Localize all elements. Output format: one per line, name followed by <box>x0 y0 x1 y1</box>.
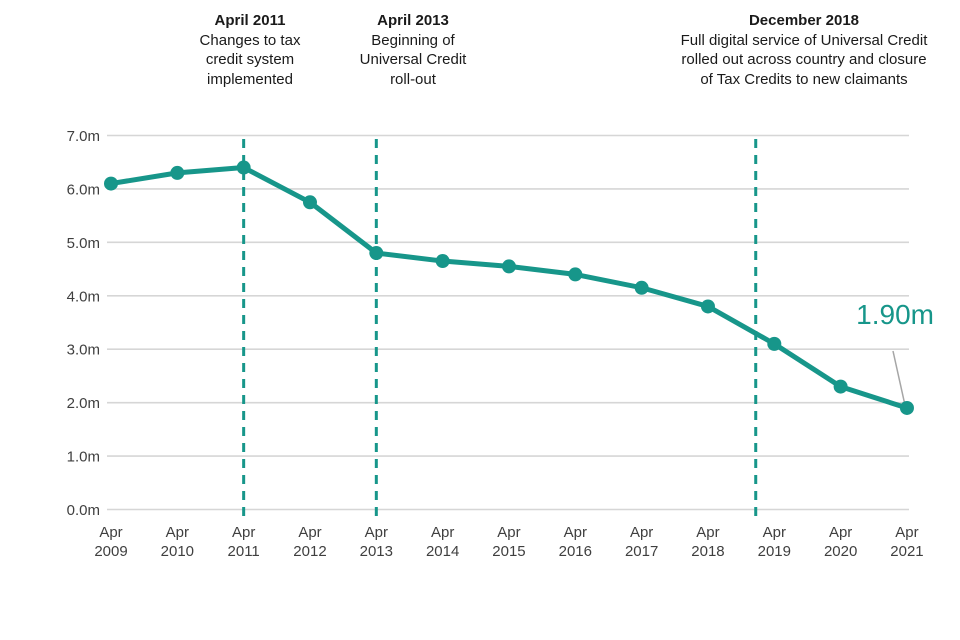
x-tick-label-year: 2012 <box>293 543 326 560</box>
leader-line <box>892 350 906 406</box>
y-tick-label: 7.0m <box>67 128 100 145</box>
x-tick-label-year: 2014 <box>426 543 459 560</box>
annotation-line: credit system <box>205 51 295 68</box>
x-tick-label-year: 2016 <box>559 543 592 560</box>
annotation-december-2018: December 2018 Full digital service of Un… <box>663 11 945 89</box>
data-point <box>170 165 185 180</box>
y-tick-label: 6.0m <box>67 181 100 198</box>
x-tick-label-month: Apr <box>829 524 852 541</box>
x-tick-label-month: Apr <box>696 524 719 541</box>
x-tick-label-year: 2018 <box>691 543 724 560</box>
x-tick-label-year: 2009 <box>94 543 127 560</box>
x-tick-label-month: Apr <box>232 524 255 541</box>
x-tick-label-year: 2019 <box>758 543 791 560</box>
x-tick-label-year: 2011 <box>228 543 260 560</box>
annotation-line: of Tax Credits to new claimants <box>700 70 908 88</box>
data-point <box>767 336 782 351</box>
x-tick-label-month: Apr <box>166 524 189 541</box>
data-point <box>568 267 583 282</box>
x-tick-label-month: Apr <box>497 524 520 541</box>
annotation-title: April 2011 <box>214 12 286 29</box>
annotation-line: Universal Credit <box>359 51 467 68</box>
data-point <box>700 299 715 314</box>
x-tick-label-year: 2017 <box>625 543 658 560</box>
end-value-label: 1.90m <box>856 299 934 330</box>
data-point <box>302 195 317 210</box>
x-tick-label-month: Apr <box>431 524 454 541</box>
data-point <box>501 259 516 274</box>
x-tick-label-month: Apr <box>99 524 122 541</box>
annotation-line: rolled out across country and closure <box>681 51 927 68</box>
x-tick-label-month: Apr <box>564 524 587 541</box>
x-tick-label-year: 2015 <box>492 543 525 560</box>
x-tick-label-year: 2020 <box>824 543 857 560</box>
y-tick-label: 5.0m <box>67 235 100 252</box>
annotation-title: December 2018 <box>748 12 860 29</box>
x-tick-label-month: Apr <box>365 524 388 541</box>
data-point <box>899 400 914 415</box>
data-point <box>104 176 118 191</box>
data-point <box>369 246 384 261</box>
annotation-april-2013: April 2013 Beginning of Universal Credit… <box>338 11 488 89</box>
annotation-title: April 2013 <box>377 12 449 29</box>
annotation-april-2011: April 2011 Changes to tax credit system … <box>175 11 325 89</box>
x-tick-label-month: Apr <box>298 524 321 541</box>
y-tick-label: 3.0m <box>67 342 100 359</box>
x-tick-label-month: Apr <box>895 524 918 541</box>
data-point <box>634 280 649 295</box>
y-tick-label: 0.0m <box>67 502 100 519</box>
data-point <box>435 254 450 269</box>
x-tick-label-year: 2010 <box>161 543 194 560</box>
series-line <box>108 165 910 411</box>
data-point <box>833 379 848 394</box>
x-tick-label-month: Apr <box>630 524 653 541</box>
y-tick-label: 4.0m <box>67 288 100 305</box>
y-tick-label: 2.0m <box>67 395 100 412</box>
annotation-line: Full digital service of Universal Credit <box>680 31 928 49</box>
x-tick-label-year: 2021 <box>890 543 923 560</box>
annotation-line: Beginning of <box>371 31 455 49</box>
x-tick-label-month: Apr <box>763 524 786 541</box>
annotation-line: Changes to tax <box>199 31 301 49</box>
y-tick-label: 1.0m <box>67 449 100 466</box>
annotation-line: roll-out <box>390 70 436 88</box>
data-point <box>236 160 251 175</box>
annotation-line: implemented <box>207 70 293 88</box>
x-tick-label-year: 2013 <box>360 543 393 560</box>
